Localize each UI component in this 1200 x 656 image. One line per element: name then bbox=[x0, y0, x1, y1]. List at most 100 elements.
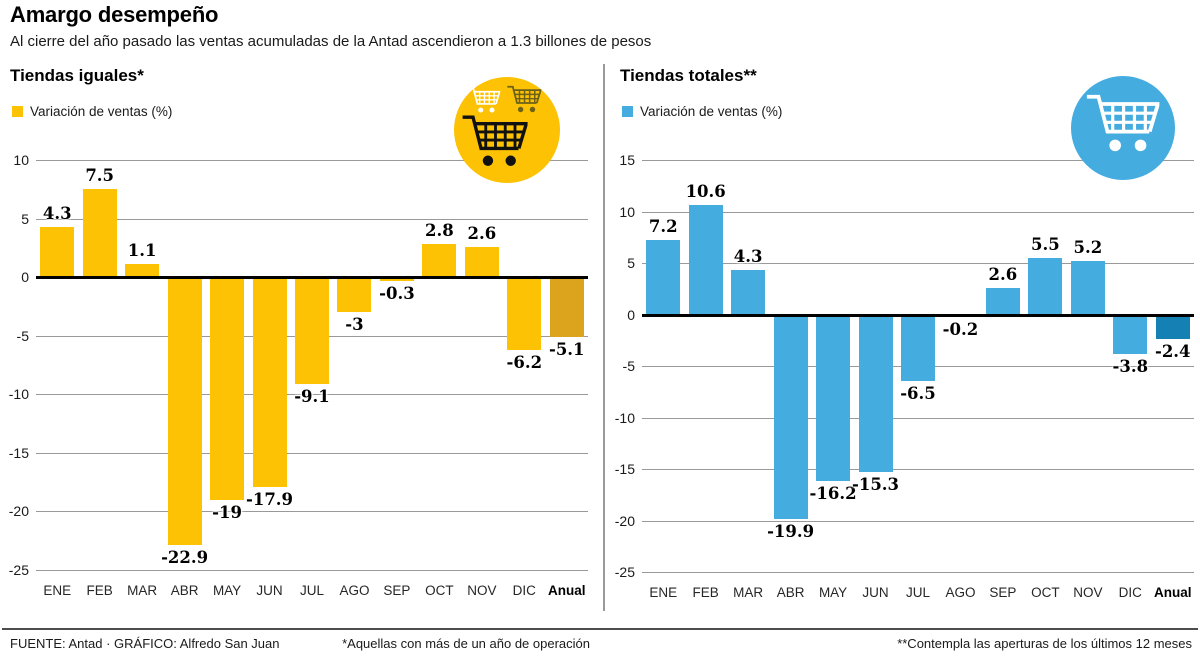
legend-tiendas-totales: Variación de ventas (%) bbox=[622, 104, 782, 119]
value-label-FEB: 7.5 bbox=[85, 166, 115, 186]
x-label-NOV: NOV bbox=[467, 583, 497, 598]
value-label-Anual: -5.1 bbox=[548, 339, 585, 359]
x-label-MAR: MAR bbox=[733, 585, 764, 600]
bar-JUN bbox=[858, 314, 893, 473]
gridline bbox=[642, 417, 1194, 419]
page-title: Amargo desempeño bbox=[10, 2, 219, 27]
source-credit: FUENTE: Antad · GRÁFICO: Alfredo San Jua… bbox=[10, 636, 280, 651]
x-label-JUL: JUL bbox=[299, 583, 324, 598]
legend-label: Variación de ventas (%) bbox=[30, 104, 173, 119]
x-label-FEB: FEB bbox=[692, 585, 719, 600]
value-label-DIC: -6.2 bbox=[506, 352, 543, 372]
value-label-MAR: 1.1 bbox=[127, 241, 157, 261]
shopping-cart-icon bbox=[1085, 94, 1160, 154]
bar-DIC bbox=[507, 277, 542, 350]
bar-AGO bbox=[337, 277, 372, 313]
x-label-NOV: NOV bbox=[1073, 585, 1103, 600]
x-label-FEB: FEB bbox=[86, 583, 113, 598]
x-label-MAR: MAR bbox=[127, 583, 158, 598]
footnote-total-stores: **Contempla las aperturas de los últimos… bbox=[897, 636, 1192, 651]
value-label-ABR: -22.9 bbox=[161, 548, 209, 568]
value-label-NOV: 5.2 bbox=[1073, 237, 1103, 257]
gridline bbox=[36, 511, 588, 513]
x-label-MAY: MAY bbox=[212, 583, 242, 598]
y-tick-label: -10 bbox=[614, 409, 635, 426]
legend-swatch-yellow bbox=[12, 106, 23, 117]
shopping-carts-badge bbox=[454, 77, 560, 183]
x-label-DIC: DIC bbox=[1118, 585, 1142, 600]
legend-swatch-blue bbox=[622, 106, 633, 117]
y-tick-label: -25 bbox=[614, 564, 635, 580]
y-tick-label: -10 bbox=[8, 386, 29, 403]
x-label-JUN: JUN bbox=[256, 583, 283, 598]
x-label-JUN: JUN bbox=[862, 585, 889, 600]
bar-JUL bbox=[295, 277, 329, 384]
value-label-SEP: -0.3 bbox=[379, 283, 415, 303]
value-label-MAY: -19 bbox=[212, 502, 242, 522]
bar-OCT bbox=[422, 244, 457, 278]
bar-Anual bbox=[1155, 314, 1190, 340]
bar-MAY bbox=[210, 277, 245, 500]
zero-axis-line bbox=[36, 276, 588, 280]
value-label-FEB: 10.6 bbox=[685, 182, 726, 202]
x-label-DIC: DIC bbox=[512, 583, 536, 598]
x-label-ABR: ABR bbox=[776, 585, 805, 600]
x-label-ENE: ENE bbox=[43, 583, 72, 598]
legend-tiendas-iguales: Variación de ventas (%) bbox=[12, 104, 172, 119]
bar-ENE bbox=[40, 226, 75, 278]
value-label-ABR: -19.9 bbox=[767, 522, 815, 542]
footnote-same-stores: *Aquellas con más de un año de operación bbox=[342, 636, 590, 651]
bar-ABR bbox=[773, 314, 808, 520]
gridline bbox=[36, 452, 588, 454]
x-label-MAY: MAY bbox=[818, 585, 848, 600]
bar-DIC bbox=[1113, 314, 1148, 354]
bar-OCT bbox=[1028, 257, 1063, 315]
value-label-Anual: -2.4 bbox=[1154, 342, 1191, 362]
gridline bbox=[642, 469, 1194, 470]
bar-MAR bbox=[125, 264, 160, 278]
x-label-ENE: ENE bbox=[649, 585, 678, 600]
value-label-MAY: -16.2 bbox=[809, 484, 857, 504]
x-label-OCT: OCT bbox=[425, 583, 454, 598]
y-tick-label: -5 bbox=[16, 327, 29, 344]
value-label-OCT: 2.8 bbox=[425, 221, 454, 241]
value-label-DIC: -3.8 bbox=[1112, 356, 1149, 376]
chart-title-tiendas-iguales: Tiendas iguales* bbox=[10, 66, 144, 85]
footer-divider bbox=[2, 628, 1198, 630]
shopping-cart-icon bbox=[460, 85, 542, 168]
value-label-OCT: 5.5 bbox=[1031, 234, 1060, 254]
y-tick-label: 15 bbox=[619, 152, 635, 168]
gridline bbox=[642, 160, 1194, 161]
x-label-Anual: Anual bbox=[1154, 585, 1192, 600]
value-label-NOV: 2.6 bbox=[467, 223, 497, 243]
gridline bbox=[36, 394, 588, 396]
bar-ENE bbox=[646, 240, 681, 315]
x-label-Anual: Anual bbox=[548, 583, 586, 598]
value-label-SEP: 2.6 bbox=[988, 264, 1018, 284]
zero-axis-line bbox=[642, 313, 1194, 317]
y-tick-label: 5 bbox=[21, 210, 29, 227]
shopping-cart-badge bbox=[1071, 76, 1175, 180]
y-tick-label: 0 bbox=[627, 306, 635, 323]
chart-plot-tiendas-totales: 15 10 5 0 -5 -10 -15 -20 -25 7.2 ENE 10.6 FEB 4.3 MAR -… bbox=[612, 152, 1194, 605]
x-label-SEP: SEP bbox=[989, 585, 1017, 600]
value-label-JUN: -17.9 bbox=[246, 489, 294, 509]
bar-MAR bbox=[731, 270, 766, 315]
gridline bbox=[36, 218, 588, 220]
y-tick-label: -20 bbox=[8, 503, 29, 520]
x-label-AGO: AGO bbox=[945, 585, 976, 600]
bar-JUN bbox=[252, 277, 287, 487]
x-label-JUL: JUL bbox=[905, 585, 930, 600]
chart-title-tiendas-totales: Tiendas totales** bbox=[620, 66, 757, 85]
value-label-MAR: 4.3 bbox=[733, 247, 763, 267]
bar-SEP bbox=[985, 287, 1020, 315]
value-label-ENE: 4.3 bbox=[42, 203, 72, 223]
gridline bbox=[642, 263, 1194, 264]
value-label-AGO: -0.2 bbox=[942, 319, 979, 339]
y-tick-label: 10 bbox=[13, 152, 29, 168]
bar-FEB bbox=[82, 189, 117, 278]
page-subtitle: Al cierre del año pasado las ventas acum… bbox=[10, 33, 652, 50]
y-tick-label: -20 bbox=[614, 512, 635, 529]
y-tick-label: -15 bbox=[614, 461, 635, 477]
